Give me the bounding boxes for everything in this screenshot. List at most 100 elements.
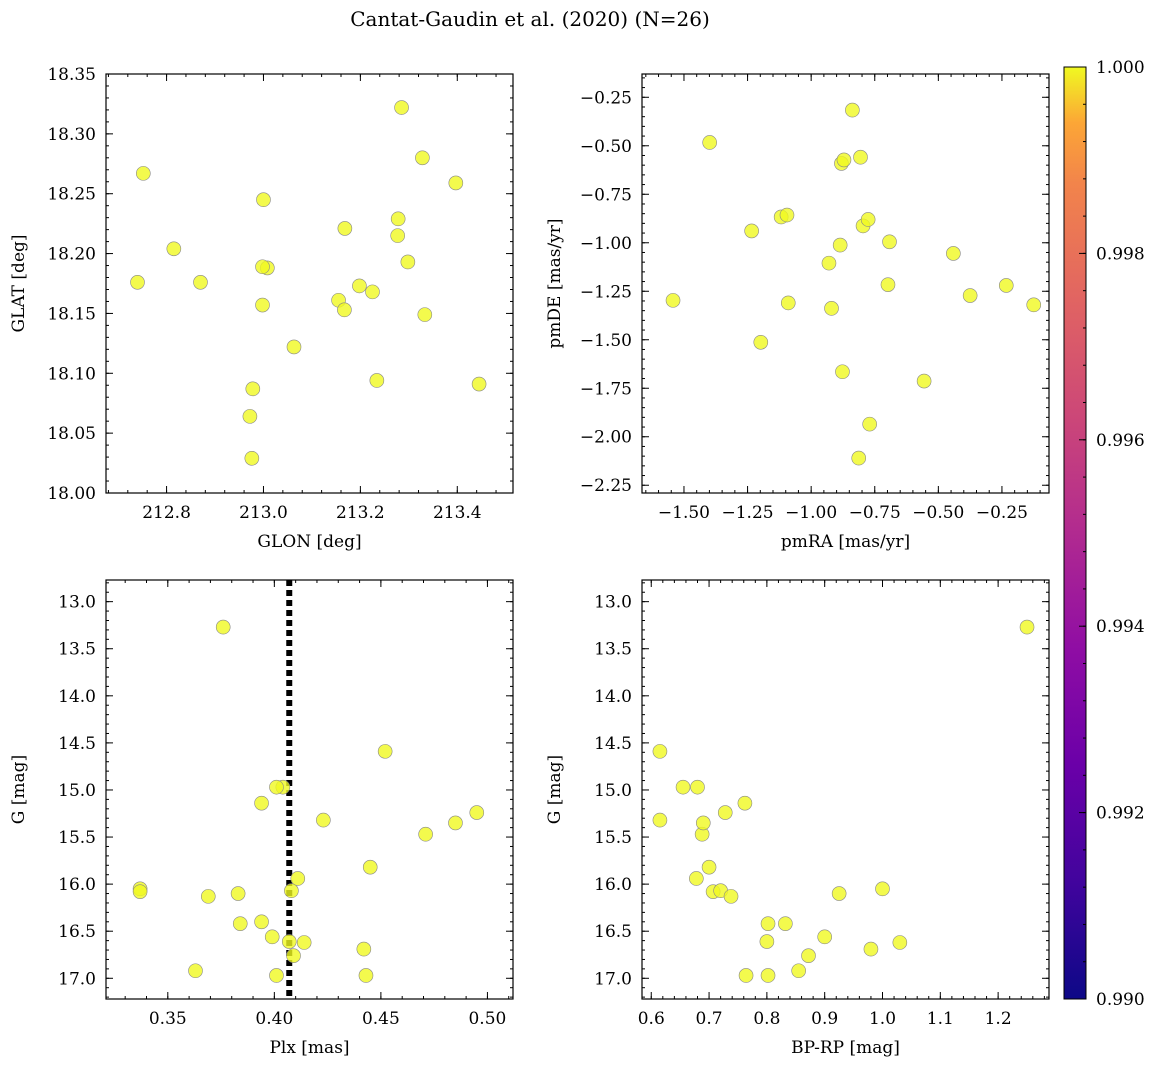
data-point	[853, 149, 868, 165]
x-tick-label: 213.4	[433, 503, 482, 523]
data-point	[860, 212, 876, 227]
data-point	[166, 241, 182, 257]
x-tick-label: 1.1	[927, 1009, 954, 1029]
data-point	[448, 175, 464, 191]
x-tick-label: 213.2	[336, 503, 385, 523]
y-tick-label: 15.0	[594, 781, 632, 801]
data-point	[244, 450, 260, 466]
data-point	[832, 237, 848, 253]
data-point	[962, 288, 978, 303]
y-tick-label: 14.0	[594, 687, 632, 707]
data-point	[862, 416, 877, 432]
data-point	[316, 812, 331, 828]
x-tick-label: −1.25	[722, 503, 774, 523]
data-point	[290, 871, 306, 886]
data-point	[136, 166, 151, 181]
y-tick-label: −0.75	[580, 185, 632, 205]
data-point	[352, 278, 367, 294]
x-tick-label: 0.50	[468, 1009, 506, 1029]
data-point	[264, 929, 280, 945]
data-point	[415, 150, 430, 166]
data-point	[394, 100, 409, 115]
y-tick-label: 13.5	[594, 640, 632, 660]
data-point	[695, 815, 711, 831]
y-tick-label: 18.15	[47, 304, 96, 324]
data-point	[882, 234, 897, 250]
data-point	[835, 364, 850, 380]
scatter-panel-1: 212.8 213.0 213.2 213.4 18.00 18.05 18.10 18.15…	[9, 65, 514, 552]
y-tick-label: −2.25	[580, 476, 632, 496]
data-point	[836, 152, 852, 168]
colorbar: 0.990 0.992 0.994 0.996 0.998 1.000	[1063, 58, 1145, 1010]
colorbar-tick-label: 0.992	[1096, 804, 1145, 824]
data-point	[215, 619, 231, 635]
data-point	[269, 968, 284, 983]
plot-frame	[105, 73, 514, 494]
y-tick-label: 18.35	[47, 65, 96, 85]
scatter-panel-3: 0.35 0.40 0.45 0.50 13.0 13.5 14.0 14.5 15.0 15.5…	[9, 579, 514, 1058]
data-point	[759, 934, 775, 949]
data-point	[255, 297, 270, 313]
y-tick-label: 16.5	[58, 922, 96, 942]
plot-frame	[641, 73, 1050, 494]
data-point	[817, 929, 832, 945]
x-tick-label: −0.75	[849, 503, 901, 523]
data-point	[245, 381, 261, 397]
x-tick-label: 0.45	[362, 1009, 400, 1029]
data-point	[400, 254, 416, 270]
x-tick-label: −1.50	[658, 503, 710, 523]
y-tick-label: 18.10	[47, 364, 96, 384]
data-point	[701, 859, 717, 875]
data-point	[337, 221, 353, 236]
x-tick-label: 212.8	[142, 503, 191, 523]
y-axis-label: GLAT [deg]	[9, 234, 29, 332]
data-point	[254, 914, 269, 930]
data-point	[702, 135, 717, 150]
y-tick-label: 15.0	[58, 781, 96, 801]
y-tick-label: 13.0	[594, 593, 632, 613]
data-point	[875, 881, 890, 897]
x-tick-label: 0.40	[255, 1009, 293, 1029]
x-axis-label: pmRA [mas/yr]	[781, 532, 910, 552]
data-point	[863, 941, 879, 957]
y-tick-label: −0.25	[580, 88, 632, 108]
data-point	[723, 889, 739, 904]
data-point	[753, 334, 769, 350]
plot-frame	[105, 579, 514, 1000]
y-tick-label: −2.00	[580, 428, 632, 448]
plot-frame	[641, 579, 1050, 1000]
data-point	[377, 744, 393, 759]
x-axis-label: Plx [mas]	[269, 1038, 349, 1058]
y-tick-label: 16.5	[594, 922, 632, 942]
data-point	[390, 211, 406, 227]
y-tick-label: 15.5	[594, 828, 632, 848]
data-point	[652, 744, 668, 759]
y-tick-label: 13.0	[58, 593, 96, 613]
data-point	[737, 795, 753, 811]
data-point	[417, 307, 433, 322]
data-point	[831, 886, 847, 901]
data-point	[779, 207, 795, 223]
data-point	[469, 805, 485, 820]
data-point	[188, 963, 203, 979]
data-point	[744, 223, 759, 239]
x-tick-label: −0.25	[976, 503, 1028, 523]
x-tick-label: −1.00	[785, 503, 837, 523]
data-point	[801, 948, 816, 963]
x-tick-label: 1.0	[869, 1009, 896, 1029]
data-point	[369, 373, 385, 388]
colorbar-tick-label: 0.990	[1096, 990, 1145, 1010]
scatter-panel-2: −1.50 −1.25 −1.00 −0.75 −0.50 −0.25 −2.25 −2.00…	[545, 73, 1050, 552]
data-point	[242, 409, 258, 424]
x-axis-label: BP-RP [mag]	[791, 1038, 900, 1058]
y-tick-label: 14.0	[58, 687, 96, 707]
data-point	[780, 295, 796, 311]
colorbar-tick-label: 0.996	[1096, 431, 1145, 451]
y-tick-label: 18.30	[47, 125, 96, 145]
data-point	[448, 815, 463, 831]
y-tick-label: 18.00	[47, 484, 96, 504]
x-tick-label: −0.50	[912, 503, 964, 523]
data-point	[281, 934, 297, 949]
colorbar-gradient	[1063, 66, 1087, 1000]
data-point	[946, 246, 961, 261]
